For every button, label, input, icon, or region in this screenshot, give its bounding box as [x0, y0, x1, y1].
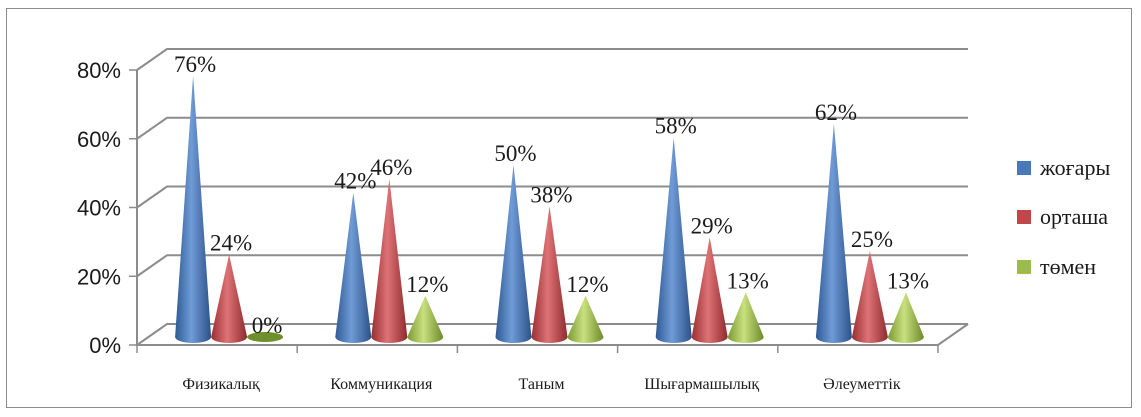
data-label: 38%	[530, 182, 572, 207]
data-label: 12%	[566, 272, 608, 297]
cone-bar	[175, 75, 212, 343]
legend-label: орташа	[1040, 204, 1108, 229]
data-label: 25%	[851, 227, 893, 252]
y-tick-label: 60%	[77, 127, 121, 152]
gridline	[136, 116, 968, 140]
cone-bar	[407, 295, 444, 343]
cone-bar	[655, 137, 692, 343]
cone-bar	[335, 192, 372, 343]
data-label: 12%	[406, 272, 448, 297]
cone-bar	[887, 292, 924, 343]
gridline	[136, 185, 968, 209]
cone-bar	[691, 237, 728, 343]
y-tick-label: 40%	[77, 196, 121, 221]
cone-bar	[531, 206, 568, 343]
data-label: 13%	[727, 268, 769, 293]
data-label: 50%	[494, 141, 536, 166]
x-tick-label: Коммуникация	[330, 376, 433, 393]
y-tick-label: 0%	[89, 333, 121, 358]
cone-bar	[495, 165, 532, 343]
legend-label: жоғары	[1039, 155, 1110, 180]
data-label: 24%	[210, 231, 252, 256]
data-label: 0%	[252, 313, 283, 338]
data-label: 62%	[815, 100, 857, 125]
data-label: 76%	[174, 52, 216, 77]
legend-swatch	[1017, 210, 1031, 224]
data-label: 46%	[370, 155, 412, 180]
gridline	[136, 254, 968, 278]
legend-swatch	[1017, 260, 1031, 274]
gridline	[136, 48, 968, 71]
cone-bar	[815, 123, 852, 343]
data-label: 58%	[655, 114, 697, 139]
y-tick-label: 20%	[77, 264, 121, 289]
data-label: 13%	[887, 268, 929, 293]
y-tick-label: 80%	[77, 58, 121, 83]
x-tick-label: Әлеуметтік	[823, 376, 901, 393]
cone-bar	[247, 332, 284, 342]
x-tick-label: Физикалық	[182, 376, 260, 393]
x-tick-label: Шығармашылық	[644, 376, 759, 393]
data-label: 42%	[334, 169, 376, 194]
cone-bar	[851, 251, 888, 343]
legend-swatch	[1017, 161, 1031, 175]
legend-label: төмен	[1040, 254, 1096, 279]
cone-bar	[567, 295, 604, 343]
cone-bar	[211, 254, 248, 343]
data-label: 29%	[691, 213, 733, 238]
cone-bar	[371, 178, 408, 343]
x-tick-label: Таным	[519, 376, 565, 393]
cone-bar	[727, 292, 764, 343]
